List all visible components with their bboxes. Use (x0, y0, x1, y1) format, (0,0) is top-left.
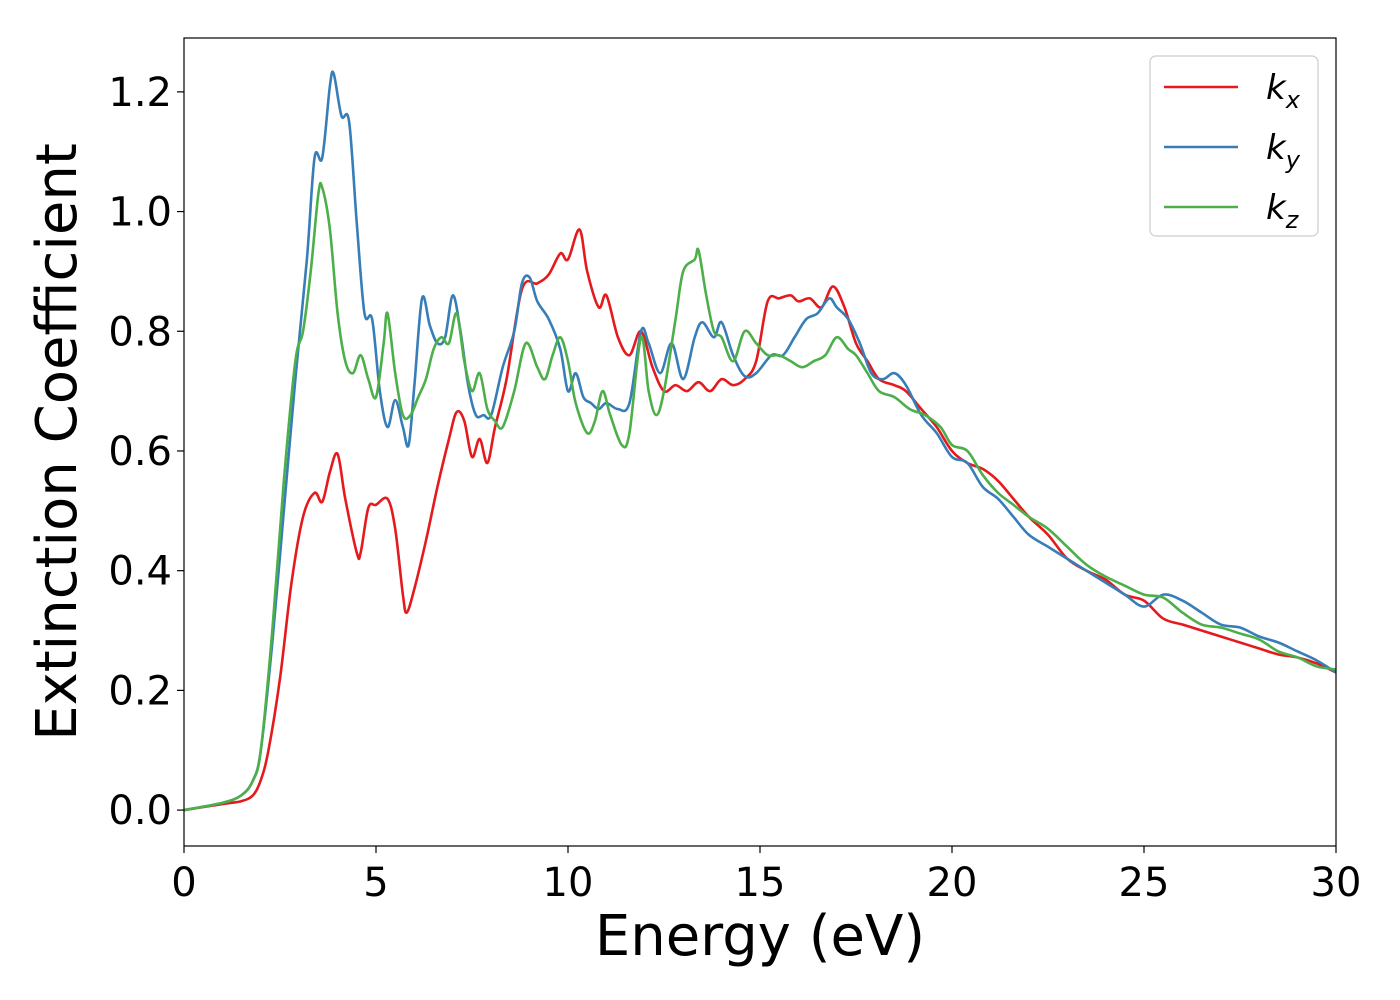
y-tick-label: 1.2 (108, 70, 172, 116)
x-tick-label: 25 (1119, 860, 1170, 906)
series-line-kx (184, 228, 1336, 812)
legend-label-kx: kx (1266, 68, 1301, 114)
x-tick-label: 10 (543, 860, 594, 906)
legend: kx ky kz (1149, 55, 1319, 237)
x-tick-label: 20 (927, 860, 978, 906)
x-tick-label: 30 (1311, 860, 1362, 906)
y-tick-label: 0.8 (108, 309, 172, 355)
y-axis: 0.0 0.2 0.4 0.6 0.8 1.0 1.2 (108, 70, 184, 834)
y-tick-label: 0.2 (108, 668, 172, 714)
series-layer (184, 70, 1336, 812)
y-axis-title: Extinction Coefficient (25, 143, 90, 741)
legend-label-kz: kz (1266, 188, 1300, 234)
series-line-kz (184, 181, 1336, 812)
x-axis: 0 5 10 15 20 25 30 (171, 846, 1361, 906)
y-tick-label: 1.0 (108, 190, 172, 236)
x-axis-title: Energy (eV) (595, 904, 925, 969)
x-tick-label: 15 (735, 860, 786, 906)
legend-label-ky: ky (1266, 128, 1301, 174)
y-tick-label: 0.6 (108, 429, 172, 475)
series-line-ky (184, 70, 1336, 812)
y-tick-label: 0.0 (108, 788, 172, 834)
x-tick-label: 0 (171, 860, 196, 906)
y-tick-label: 0.4 (108, 549, 172, 595)
x-tick-label: 5 (363, 860, 388, 906)
